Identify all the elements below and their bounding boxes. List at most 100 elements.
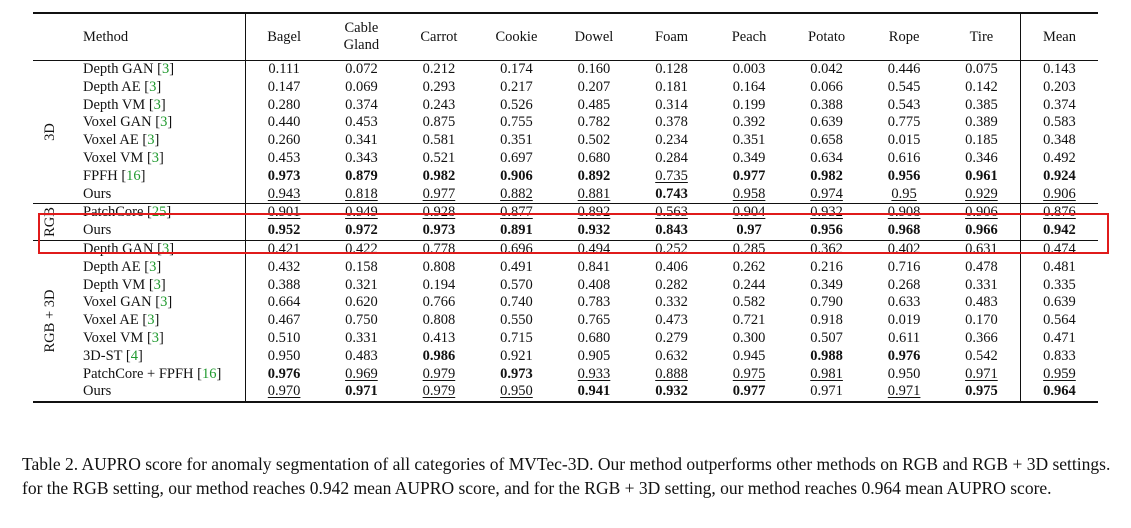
citation-link[interactable]: 3 (160, 114, 168, 131)
method-name: FPFH (83, 167, 118, 184)
citation-link[interactable]: 3 (147, 132, 155, 149)
score-value: 0.280 (267, 96, 301, 113)
score-value: 0.633 (887, 294, 921, 311)
column-header: Rope (865, 12, 943, 61)
citation-bracket: [ (153, 240, 162, 257)
citation-link[interactable]: 16 (126, 167, 141, 184)
score-value: 0.969 (345, 365, 378, 382)
citation-link[interactable]: 3 (149, 78, 157, 95)
method-cell: Voxel AE [3] (69, 312, 245, 330)
score-cell: 0.293 (400, 79, 478, 97)
score-value: 0.406 (655, 258, 688, 275)
score-value: 0.716 (887, 258, 921, 275)
citation-link[interactable]: 3 (160, 294, 168, 311)
citation-link[interactable]: 3 (153, 276, 161, 293)
score-value: 0.664 (267, 294, 301, 311)
score-cell: 0.932 (555, 222, 633, 240)
score-value: 0.715 (500, 329, 533, 346)
citation-link[interactable]: 3 (151, 329, 160, 346)
citation-link[interactable]: 25 (151, 204, 167, 221)
score-value: 0.268 (887, 276, 921, 293)
score-cell: 0.252 (632, 239, 711, 259)
score-value: 0.877 (500, 204, 533, 221)
score-cell: 0.881 (555, 186, 633, 204)
citation-link[interactable]: 3 (151, 149, 160, 166)
score-value: 0.260 (267, 132, 301, 149)
score-cell: 0.906 (478, 168, 556, 186)
method-cell: Depth GAN [3] (69, 239, 246, 259)
citation-link[interactable]: 3 (149, 258, 157, 275)
score-value: 0.783 (577, 294, 611, 311)
score-value: 0.212 (422, 61, 456, 77)
score-cell: 0.285 (710, 239, 788, 259)
score-value: 0.581 (422, 132, 456, 149)
score-cell: 0.346 (943, 150, 1021, 168)
score-value: 0.611 (888, 329, 921, 346)
score-cell: 0.658 (788, 132, 866, 150)
score-cell: 0.972 (323, 222, 401, 240)
score-value: 0.147 (267, 78, 301, 95)
citation-link[interactable]: 16 (201, 365, 217, 382)
citation-link[interactable]: 3 (153, 96, 161, 113)
score-cell: 0.735 (633, 168, 711, 186)
citation-link[interactable]: 4 (130, 347, 138, 364)
citation-bracket: ] (159, 329, 164, 346)
score-value: 0.988 (810, 347, 843, 364)
score-value: 0.374 (1043, 96, 1076, 113)
score-cell: 0.502 (555, 132, 633, 150)
score-value: 0.478 (965, 258, 998, 275)
method-cell: Depth VM [3] (69, 277, 245, 295)
score-value: 0.964 (1043, 383, 1076, 400)
score-cell: 0.971 (943, 366, 1021, 384)
score-value: 0.973 (267, 167, 301, 184)
score-cell: 0.632 (633, 348, 711, 366)
score-cell: 0.343 (323, 150, 401, 168)
score-value: 0.194 (422, 276, 456, 293)
citation-link[interactable]: 3 (147, 312, 155, 329)
score-value: 0.971 (345, 383, 378, 400)
score-value: 0.924 (1043, 167, 1076, 184)
score-value: 0.933 (577, 365, 611, 382)
method-name: Voxel VM (83, 329, 144, 346)
score-cell: 0.234 (633, 132, 711, 150)
score-value: 0.977 (732, 167, 766, 184)
citation-bracket: ] (156, 258, 162, 275)
score-cell: 0.680 (555, 150, 633, 168)
citation-bracket: ] (159, 149, 164, 166)
score-cell: 0.485 (555, 97, 633, 115)
score-value: 0.986 (422, 347, 456, 364)
score-cell: 0.616 (865, 150, 943, 168)
score-cell: 0.260 (244, 132, 323, 150)
score-value: 0.929 (965, 185, 998, 202)
score-cell: 0.471 (1019, 329, 1098, 348)
score-cell: 0.582 (710, 294, 788, 312)
citation-link[interactable]: 3 (161, 240, 170, 257)
score-cell: 0.904 (710, 203, 788, 223)
score-value: 0.875 (422, 114, 456, 131)
score-value: 0.843 (655, 222, 688, 239)
score-value: 0.882 (500, 185, 533, 202)
score-cell: 0.696 (477, 239, 556, 259)
table-row: Ours 0.970 0.971 0.979 0.950 0.941 0.932 0.977 0… (33, 383, 1098, 404)
score-value: 0.928 (422, 204, 456, 221)
score-value: 0.507 (810, 329, 843, 346)
score-cell: 0.932 (787, 203, 866, 223)
score-cell: 0.481 (1019, 258, 1098, 277)
score-value: 0.975 (965, 383, 998, 400)
citation-bracket: [ (143, 329, 152, 346)
citation-link[interactable]: 3 (161, 61, 170, 77)
score-cell: 0.385 (943, 97, 1021, 115)
score-value: 0.973 (422, 222, 456, 239)
score-value: 0.908 (887, 204, 921, 221)
score-cell: 0.941 (555, 383, 633, 404)
score-value: 0.453 (345, 114, 378, 131)
score-cell: 0.956 (865, 168, 943, 186)
table-row: Voxel AE [3] 0.467 0.750 0.808 0.550 0.765 0.4… (33, 312, 1098, 330)
table-caption: Table 2. AUPRO score for anomaly segment… (22, 454, 1111, 498)
score-value: 0.582 (732, 294, 766, 311)
score-cell: 0.942 (1019, 222, 1098, 241)
score-value: 0.632 (655, 347, 688, 364)
score-cell: 0.958 (710, 186, 788, 204)
score-value: 0.473 (655, 312, 688, 329)
score-value: 0.346 (965, 149, 998, 166)
